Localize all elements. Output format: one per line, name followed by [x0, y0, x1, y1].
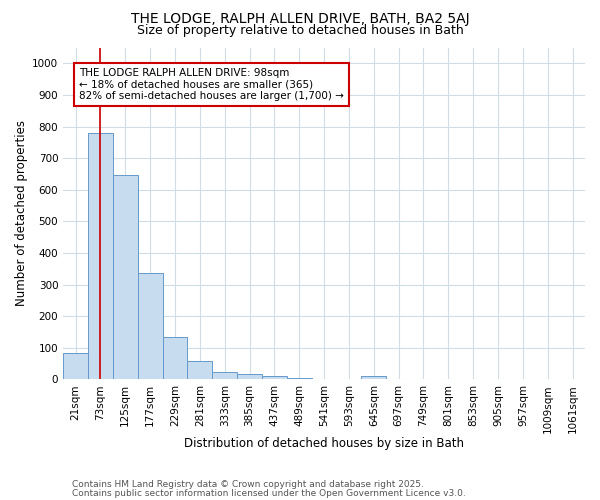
- Y-axis label: Number of detached properties: Number of detached properties: [15, 120, 28, 306]
- Text: THE LODGE RALPH ALLEN DRIVE: 98sqm
← 18% of detached houses are smaller (365)
82: THE LODGE RALPH ALLEN DRIVE: 98sqm ← 18%…: [79, 68, 344, 101]
- Bar: [287, 378, 311, 380]
- Bar: [187, 362, 212, 380]
- Bar: [237, 374, 262, 380]
- Text: Size of property relative to detached houses in Bath: Size of property relative to detached ho…: [137, 24, 463, 37]
- Text: Contains HM Land Registry data © Crown copyright and database right 2025.: Contains HM Land Registry data © Crown c…: [72, 480, 424, 489]
- X-axis label: Distribution of detached houses by size in Bath: Distribution of detached houses by size …: [184, 437, 464, 450]
- Bar: [88, 133, 113, 380]
- Bar: [113, 176, 138, 380]
- Bar: [361, 376, 386, 380]
- Bar: [138, 274, 163, 380]
- Bar: [63, 353, 88, 380]
- Bar: [262, 376, 287, 380]
- Text: Contains public sector information licensed under the Open Government Licence v3: Contains public sector information licen…: [72, 489, 466, 498]
- Text: THE LODGE, RALPH ALLEN DRIVE, BATH, BA2 5AJ: THE LODGE, RALPH ALLEN DRIVE, BATH, BA2 …: [131, 12, 469, 26]
- Bar: [212, 372, 237, 380]
- Bar: [163, 338, 187, 380]
